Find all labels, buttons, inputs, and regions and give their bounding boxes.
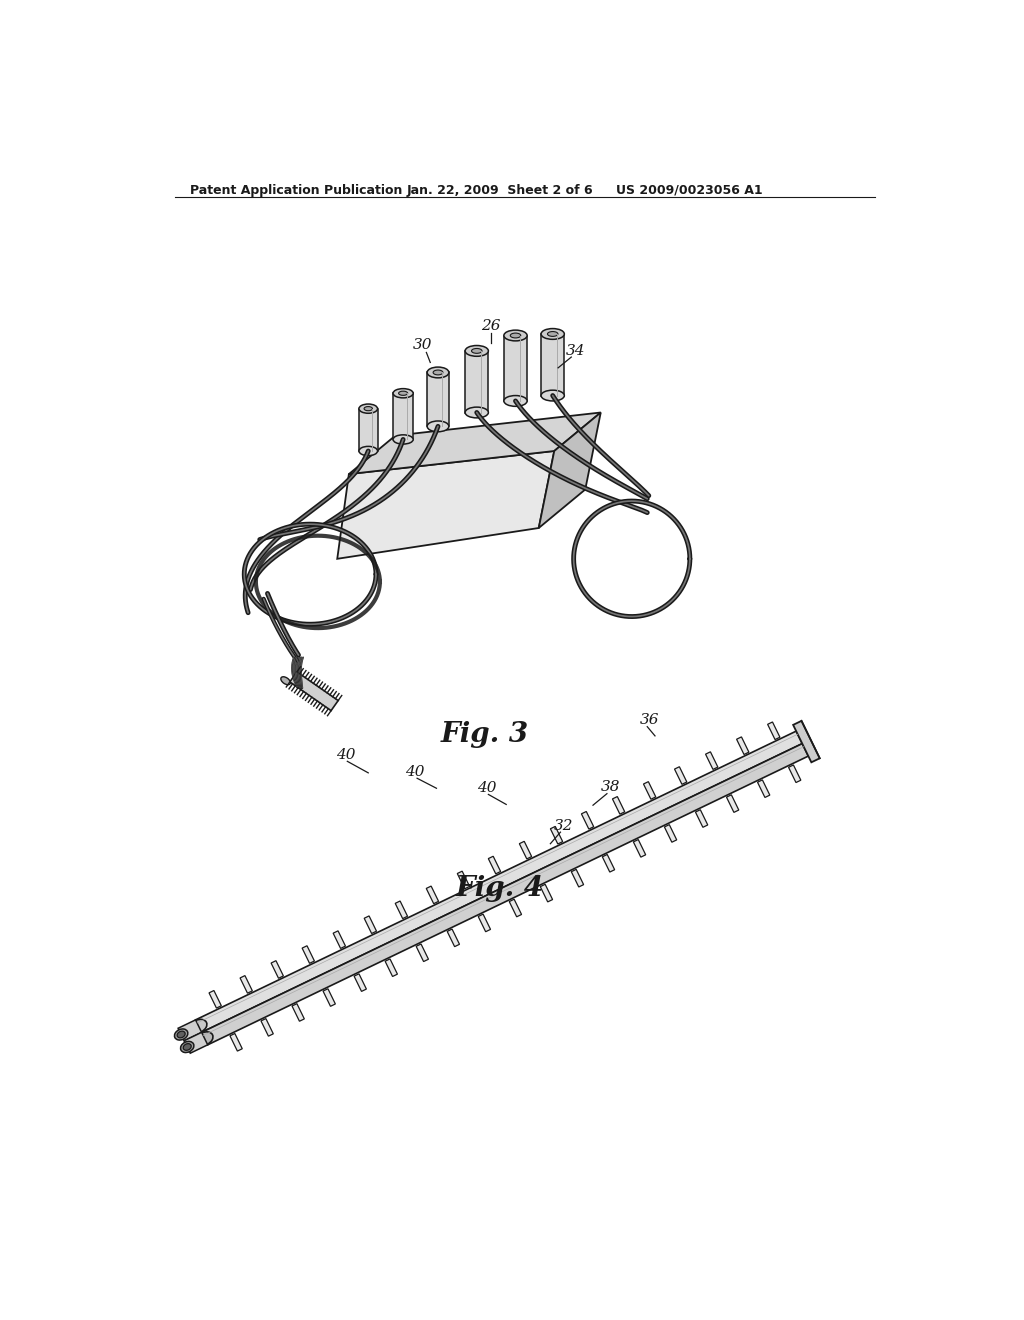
Polygon shape	[302, 945, 314, 964]
Polygon shape	[354, 974, 367, 991]
Polygon shape	[571, 870, 584, 887]
Ellipse shape	[174, 1028, 187, 1040]
Polygon shape	[695, 809, 708, 828]
Ellipse shape	[183, 1044, 191, 1051]
Ellipse shape	[359, 404, 378, 413]
Polygon shape	[184, 1032, 208, 1053]
Polygon shape	[504, 335, 527, 401]
Polygon shape	[539, 412, 601, 528]
Polygon shape	[458, 871, 470, 888]
Ellipse shape	[504, 330, 527, 341]
Polygon shape	[349, 412, 601, 474]
Text: Fig. 4: Fig. 4	[456, 875, 544, 902]
Ellipse shape	[427, 367, 449, 378]
Text: 40: 40	[336, 748, 355, 762]
Polygon shape	[612, 796, 625, 814]
Polygon shape	[209, 990, 221, 1008]
Polygon shape	[426, 886, 438, 904]
Text: 32: 32	[554, 818, 573, 833]
Polygon shape	[634, 840, 646, 857]
Ellipse shape	[180, 1041, 194, 1052]
Polygon shape	[178, 1020, 202, 1040]
Text: 36: 36	[640, 713, 659, 727]
Polygon shape	[726, 795, 738, 812]
Polygon shape	[488, 857, 501, 874]
Text: 34: 34	[566, 343, 586, 358]
Polygon shape	[541, 334, 564, 396]
Ellipse shape	[433, 370, 443, 375]
Polygon shape	[582, 812, 594, 829]
Ellipse shape	[471, 348, 482, 354]
Polygon shape	[675, 767, 687, 784]
Polygon shape	[395, 902, 408, 919]
Polygon shape	[292, 1003, 304, 1022]
Polygon shape	[385, 958, 397, 977]
Polygon shape	[706, 752, 718, 770]
Ellipse shape	[393, 388, 414, 397]
Polygon shape	[365, 916, 377, 933]
Ellipse shape	[177, 1031, 185, 1038]
Polygon shape	[509, 899, 521, 917]
Ellipse shape	[197, 1032, 213, 1045]
Polygon shape	[416, 944, 428, 961]
Ellipse shape	[281, 677, 291, 685]
Ellipse shape	[541, 391, 564, 401]
Polygon shape	[202, 743, 808, 1045]
Ellipse shape	[359, 446, 378, 455]
Text: Fig. 3: Fig. 3	[440, 721, 528, 747]
Polygon shape	[794, 721, 820, 763]
Polygon shape	[788, 766, 801, 783]
Polygon shape	[230, 1034, 243, 1051]
Polygon shape	[337, 451, 554, 558]
Ellipse shape	[190, 1019, 207, 1032]
Ellipse shape	[504, 396, 527, 407]
Polygon shape	[643, 781, 655, 799]
Polygon shape	[602, 854, 614, 873]
Ellipse shape	[393, 434, 414, 444]
Text: 26: 26	[480, 319, 500, 333]
Polygon shape	[359, 409, 378, 451]
Text: 40: 40	[477, 781, 497, 795]
Text: 30: 30	[414, 338, 433, 352]
Polygon shape	[665, 825, 677, 842]
Polygon shape	[447, 929, 460, 946]
Polygon shape	[736, 737, 749, 755]
Polygon shape	[758, 780, 770, 797]
Ellipse shape	[465, 346, 488, 356]
Polygon shape	[393, 393, 414, 440]
Ellipse shape	[465, 407, 488, 418]
Ellipse shape	[398, 391, 408, 395]
Polygon shape	[541, 884, 553, 902]
Polygon shape	[478, 915, 490, 932]
Ellipse shape	[541, 329, 564, 339]
Text: 38: 38	[601, 780, 621, 795]
Polygon shape	[333, 931, 345, 949]
Polygon shape	[271, 961, 284, 978]
Text: US 2009/0023056 A1: US 2009/0023056 A1	[616, 183, 763, 197]
Polygon shape	[550, 826, 563, 843]
Text: Jan. 22, 2009  Sheet 2 of 6: Jan. 22, 2009 Sheet 2 of 6	[407, 183, 594, 197]
Polygon shape	[323, 989, 336, 1006]
Polygon shape	[196, 731, 802, 1032]
Ellipse shape	[510, 333, 521, 338]
Text: 40: 40	[406, 766, 425, 779]
Polygon shape	[768, 722, 780, 739]
Ellipse shape	[427, 421, 449, 432]
Polygon shape	[427, 372, 449, 426]
Ellipse shape	[548, 331, 558, 337]
Polygon shape	[240, 975, 252, 993]
Polygon shape	[519, 841, 531, 859]
Polygon shape	[290, 672, 338, 710]
Ellipse shape	[365, 407, 373, 411]
Text: Patent Application Publication: Patent Application Publication	[190, 183, 402, 197]
Polygon shape	[261, 1019, 273, 1036]
Polygon shape	[465, 351, 488, 412]
